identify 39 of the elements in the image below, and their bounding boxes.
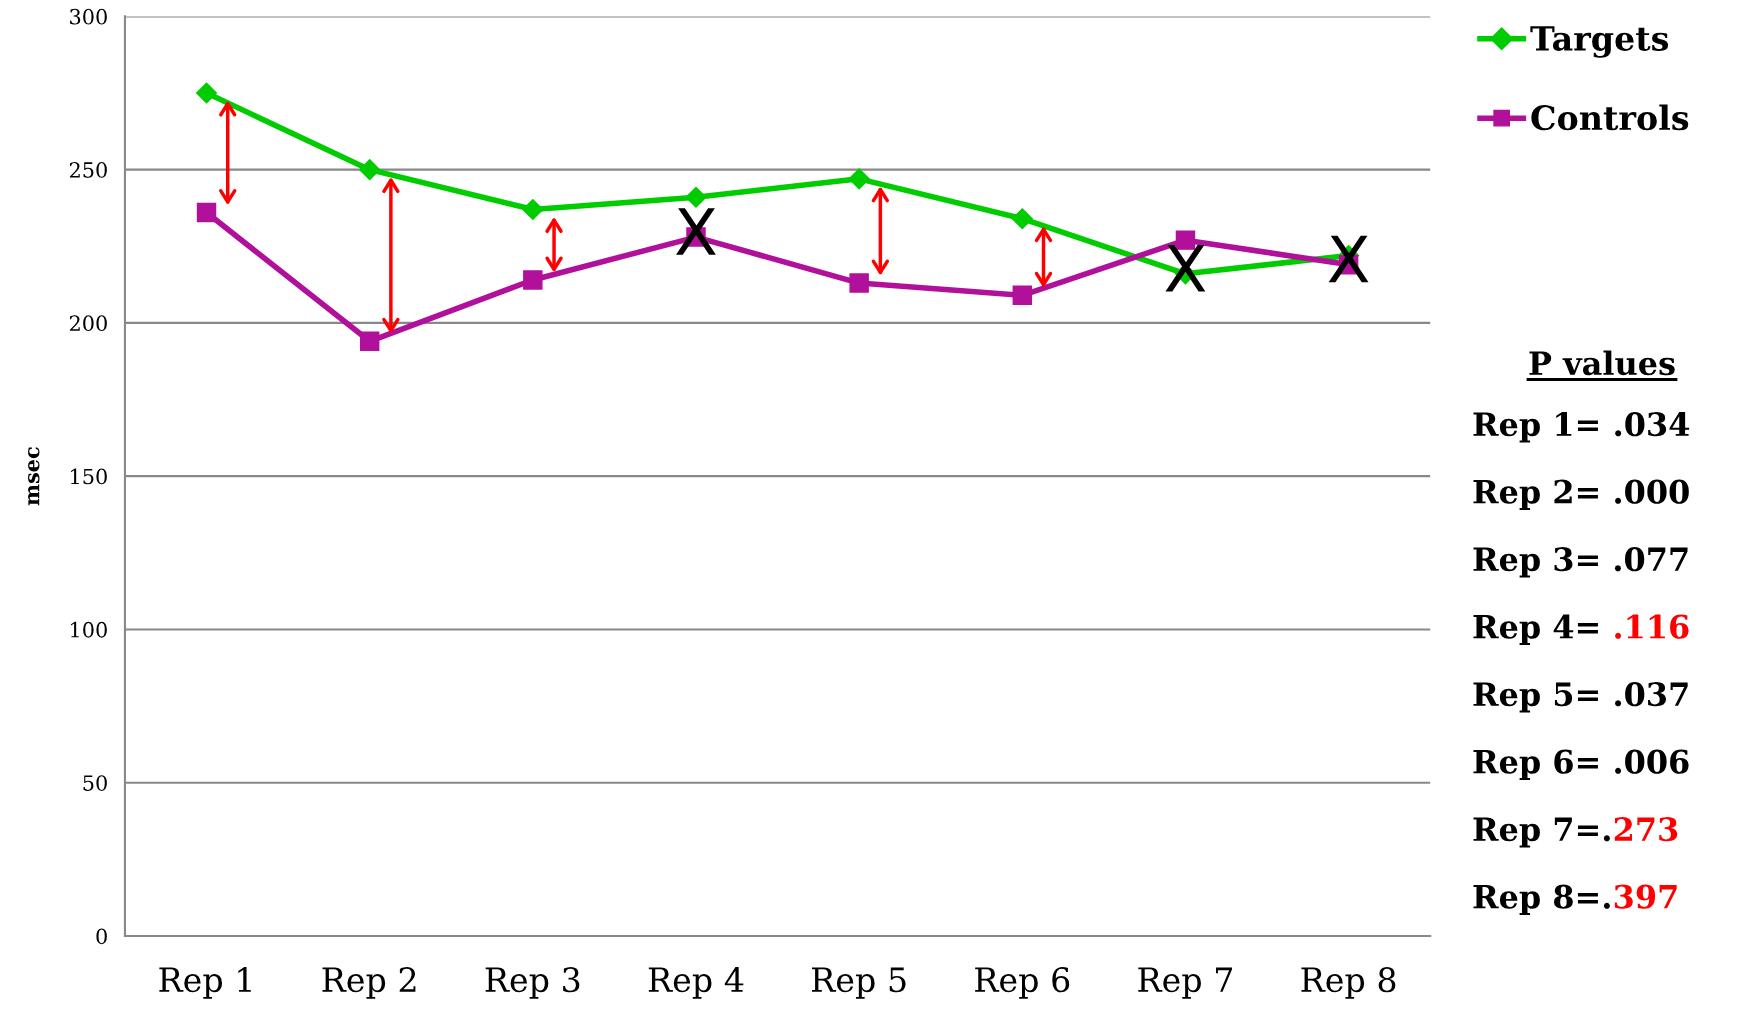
- x-tick-label: Rep 4: [648, 967, 744, 999]
- point: [359, 159, 381, 181]
- text: Rep 8=.397: [1473, 884, 1677, 915]
- text: Rep 1= .034: [1473, 412, 1690, 443]
- y-tick-label: 100: [71, 621, 107, 638]
- legend-label: Targets: [1530, 26, 1669, 58]
- x-tick-label: Rep 1: [159, 967, 251, 999]
- point: [522, 198, 544, 221]
- x-tick-label: Rep 7: [1138, 967, 1233, 999]
- x-tick-label: Rep 8: [1301, 967, 1396, 999]
- point: [196, 82, 218, 104]
- text: Rep 3= .077: [1473, 547, 1688, 578]
- point: [685, 186, 707, 208]
- point: [849, 273, 869, 293]
- point: [848, 168, 870, 190]
- text: Rep 5= .037: [1473, 682, 1688, 713]
- y-axis-title: msec: [28, 447, 40, 506]
- x-tick-label: Rep 5: [812, 967, 906, 999]
- text: P values: [1529, 350, 1675, 376]
- y-tick-label: 300: [70, 8, 107, 25]
- point: [196, 202, 217, 223]
- y-tick-label: 200: [69, 315, 107, 332]
- text: Rep 7=.273: [1473, 817, 1678, 848]
- y-tick-label: 50: [83, 775, 107, 791]
- text: Rep 6= .006: [1473, 749, 1689, 780]
- text: Rep 4= .116: [1473, 614, 1689, 645]
- text: Rep 2= .000: [1473, 479, 1689, 510]
- point: [1012, 285, 1033, 306]
- point: [1011, 208, 1033, 230]
- legend-label: Controls: [1531, 104, 1689, 131]
- y-tick-label: 0: [96, 928, 107, 945]
- annotation: X: [1328, 235, 1369, 283]
- x-tick-label: Rep 6: [975, 967, 1070, 999]
- y-tick-label: 150: [71, 468, 107, 485]
- x-tick-label: Rep 3: [485, 967, 580, 999]
- y-tick-label: 250: [69, 162, 107, 178]
- x-tick-label: Rep 2: [322, 967, 416, 999]
- point: [359, 331, 380, 352]
- point: [523, 270, 543, 290]
